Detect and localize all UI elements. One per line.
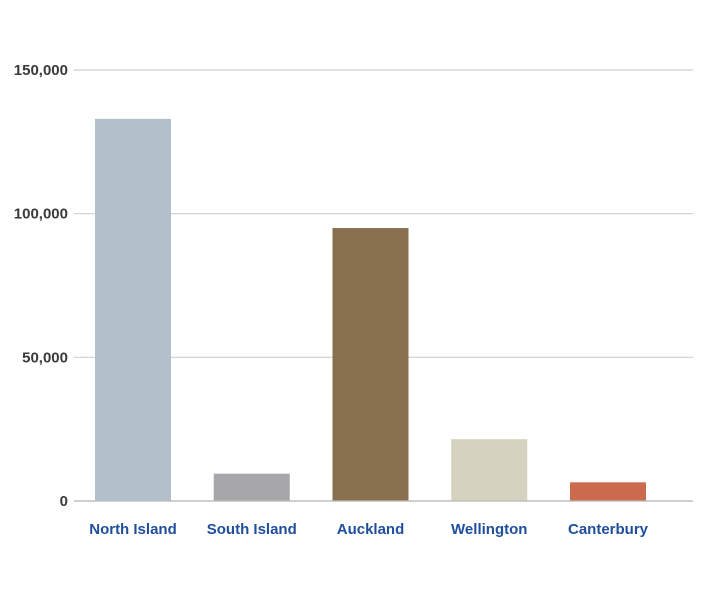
y-tick-label: 0 (60, 493, 68, 510)
bar-wellington (451, 439, 528, 501)
y-tick-label: 50,000 (22, 349, 68, 366)
x-axis-ticks: North Island South Island Auckland Wellingt… (89, 521, 648, 538)
y-axis-ticks: 0 50,000 100,000 150,000 (14, 62, 68, 510)
bars (95, 118, 646, 502)
bar-canterbury (570, 482, 646, 501)
bar-south-island (213, 473, 290, 501)
y-tick-label: 150,000 (14, 62, 68, 79)
bar-auckland (332, 228, 409, 502)
x-tick-label: North Island (89, 521, 177, 538)
x-tick-label: Auckland (337, 521, 405, 538)
x-tick-label: Canterbury (568, 521, 649, 538)
bar-north-island (95, 118, 171, 501)
y-tick-label: 100,000 (14, 206, 68, 223)
x-tick-label: South Island (207, 521, 297, 538)
x-tick-label: Wellington (451, 521, 527, 538)
